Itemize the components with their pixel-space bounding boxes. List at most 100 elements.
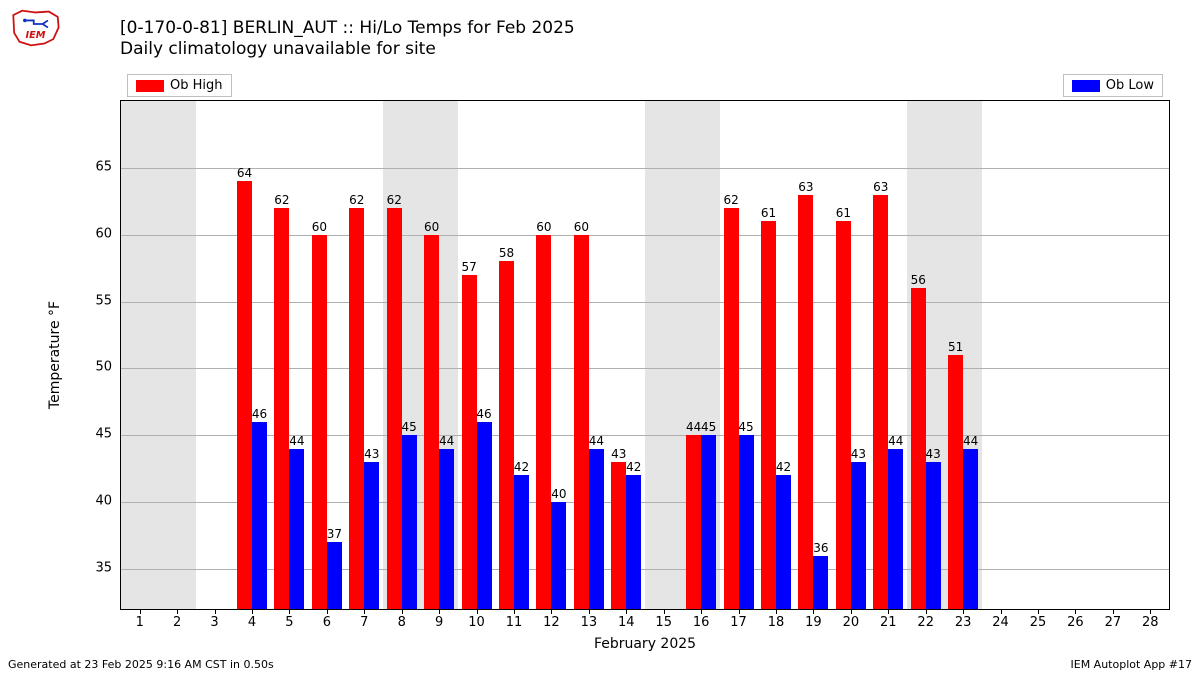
- bar-low: [888, 449, 903, 609]
- x-tick-label: 15: [655, 615, 672, 630]
- bar-low: [514, 475, 529, 609]
- legend-swatch-low: [1072, 80, 1100, 92]
- title-line-1: [0-170-0-81] BERLIN_AUT :: Hi/Lo Temps f…: [120, 18, 575, 39]
- bar-low: [739, 435, 754, 609]
- bar-high: [312, 235, 327, 609]
- x-tick: [739, 609, 740, 614]
- bar-low-label: 46: [476, 407, 491, 421]
- x-tick-label: 27: [1105, 615, 1122, 630]
- y-axis-label: Temperature °F: [47, 301, 63, 409]
- x-tick-label: 10: [468, 615, 485, 630]
- bar-low: [477, 422, 492, 609]
- x-tick-label: 25: [1030, 615, 1047, 630]
- x-tick-label: 16: [693, 615, 710, 630]
- bar-low: [813, 556, 828, 609]
- x-tick: [626, 609, 627, 614]
- x-tick: [477, 609, 478, 614]
- bar-high: [948, 355, 963, 609]
- bar-high: [911, 288, 926, 609]
- bar-low: [589, 449, 604, 609]
- bar-low: [926, 462, 941, 609]
- bar-low-label: 36: [813, 541, 828, 555]
- x-tick-label: 24: [992, 615, 1009, 630]
- bar-low: [963, 449, 978, 609]
- bar-high: [873, 195, 888, 609]
- x-tick-label: 19: [805, 615, 822, 630]
- x-tick: [1113, 609, 1114, 614]
- x-tick: [177, 609, 178, 614]
- bar-low: [402, 435, 417, 609]
- bar-high: [349, 208, 364, 609]
- bar-low-label: 45: [738, 420, 753, 434]
- bar-low-label: 46: [252, 407, 267, 421]
- y-tick-label: 40: [72, 494, 112, 509]
- gridline: [121, 168, 1169, 169]
- bar-high-label: 44: [686, 420, 701, 434]
- x-tick-label: 8: [398, 615, 406, 630]
- bar-low: [289, 449, 304, 609]
- x-tick: [289, 609, 290, 614]
- x-tick-label: 13: [581, 615, 598, 630]
- x-tick: [1001, 609, 1002, 614]
- x-tick: [589, 609, 590, 614]
- x-tick: [664, 609, 665, 614]
- x-tick-label: 21: [880, 615, 897, 630]
- bar-high: [761, 221, 776, 609]
- bar-high: [424, 235, 439, 609]
- x-tick: [1075, 609, 1076, 614]
- y-tick-label: 50: [72, 360, 112, 375]
- bar-low-label: 40: [551, 487, 566, 501]
- legend-high-label: Ob High: [170, 78, 223, 93]
- x-tick: [551, 609, 552, 614]
- bar-low: [776, 475, 791, 609]
- bar-low-label: 45: [402, 420, 417, 434]
- bar-low-label: 44: [963, 434, 978, 448]
- x-tick-label: 26: [1067, 615, 1084, 630]
- y-tick-label: 65: [72, 159, 112, 174]
- x-tick-label: 28: [1142, 615, 1159, 630]
- x-tick: [364, 609, 365, 614]
- bar-high-label: 51: [948, 340, 963, 354]
- bar-high-label: 56: [911, 273, 926, 287]
- x-tick-label: 3: [210, 615, 218, 630]
- bar-high: [387, 208, 402, 609]
- bar-low-label: 37: [327, 527, 342, 541]
- bar-high-label: 57: [461, 260, 476, 274]
- y-tick-label: 55: [72, 293, 112, 308]
- bar-low-label: 43: [851, 447, 866, 461]
- footer-right: IEM Autoplot App #17: [1071, 658, 1193, 671]
- x-tick-label: 20: [843, 615, 860, 630]
- bar-low: [851, 462, 866, 609]
- weekend-band: [158, 101, 195, 609]
- x-tick: [1150, 609, 1151, 614]
- chart-title: [0-170-0-81] BERLIN_AUT :: Hi/Lo Temps f…: [120, 18, 575, 61]
- legend-low-label: Ob Low: [1106, 78, 1154, 93]
- x-tick: [402, 609, 403, 614]
- x-tick-label: 14: [618, 615, 635, 630]
- x-tick: [701, 609, 702, 614]
- x-tick-label: 23: [955, 615, 972, 630]
- bar-high: [536, 235, 551, 609]
- bar-high: [462, 275, 477, 609]
- bar-high-label: 60: [574, 220, 589, 234]
- x-tick: [963, 609, 964, 614]
- bar-high-label: 61: [836, 206, 851, 220]
- bar-low-label: 42: [626, 460, 641, 474]
- bar-high: [274, 208, 289, 609]
- x-axis-label: February 2025: [594, 636, 696, 652]
- x-tick: [1038, 609, 1039, 614]
- x-tick: [252, 609, 253, 614]
- x-tick: [439, 609, 440, 614]
- x-tick: [776, 609, 777, 614]
- x-tick: [851, 609, 852, 614]
- bar-high-label: 62: [387, 193, 402, 207]
- x-tick: [813, 609, 814, 614]
- bar-low: [327, 542, 342, 609]
- bar-high-label: 63: [798, 180, 813, 194]
- x-tick-label: 22: [917, 615, 934, 630]
- bar-low-label: 42: [776, 460, 791, 474]
- x-tick: [926, 609, 927, 614]
- x-tick-label: 7: [360, 615, 368, 630]
- bar-high-label: 62: [349, 193, 364, 207]
- bar-high-label: 62: [723, 193, 738, 207]
